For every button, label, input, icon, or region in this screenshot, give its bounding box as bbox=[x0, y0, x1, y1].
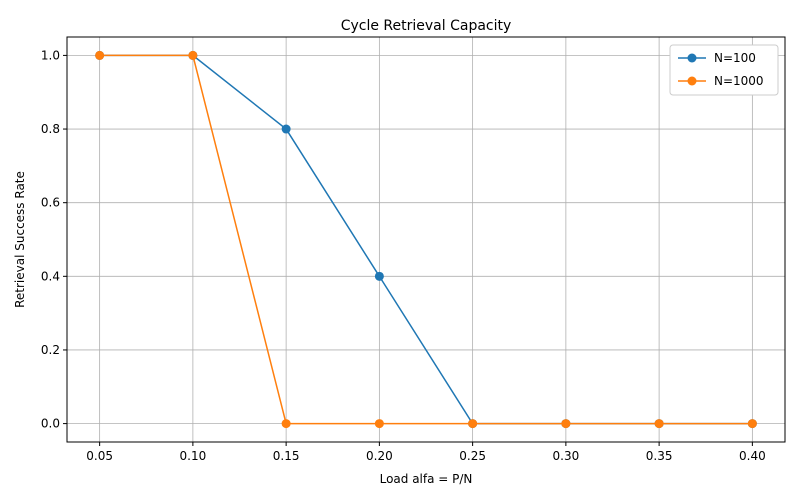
series-n-1000 bbox=[95, 50, 757, 429]
ticks: 0.05 0.10 0.15 0.20 0.25 0.30 0.35 0.40 0.0 0.2 0.… bbox=[41, 48, 766, 463]
y-axis-label: Retrieval Success Rate bbox=[13, 171, 27, 308]
series-line bbox=[99, 54, 753, 425]
data-point bbox=[374, 419, 384, 429]
x-tick-label: 0.10 bbox=[180, 449, 207, 463]
series-group bbox=[95, 50, 757, 429]
legend-label: N=1000 bbox=[714, 74, 764, 88]
legend-item: N=1000 bbox=[678, 74, 764, 88]
x-tick-label: 0.30 bbox=[553, 449, 580, 463]
y-tick-label: 0.2 bbox=[41, 343, 60, 357]
data-point bbox=[561, 419, 571, 429]
legend-label: N=100 bbox=[714, 51, 756, 65]
x-tick-label: 0.35 bbox=[646, 449, 673, 463]
legend-swatch-marker bbox=[687, 53, 697, 63]
x-tick-label: 0.15 bbox=[273, 449, 300, 463]
x-tick-label: 0.40 bbox=[739, 449, 766, 463]
data-point bbox=[654, 419, 664, 429]
y-tick-label: 0.0 bbox=[41, 417, 60, 431]
data-point bbox=[281, 419, 291, 429]
data-point bbox=[747, 419, 757, 429]
x-tick-label: 0.25 bbox=[459, 449, 486, 463]
data-point bbox=[281, 124, 291, 134]
plot-frame bbox=[66, 36, 786, 443]
data-point bbox=[468, 419, 478, 429]
x-tick-label: 0.05 bbox=[86, 449, 113, 463]
legend-item: N=100 bbox=[678, 51, 756, 65]
y-tick-label: 1.0 bbox=[41, 48, 60, 62]
y-tick-label: 0.6 bbox=[41, 196, 60, 210]
chart-title: Cycle Retrieval Capacity bbox=[341, 18, 512, 34]
data-point bbox=[374, 271, 384, 281]
y-tick-label: 0.8 bbox=[41, 122, 60, 136]
data-point bbox=[95, 50, 105, 60]
x-tick-label: 0.20 bbox=[366, 449, 393, 463]
y-tick-label: 0.4 bbox=[41, 269, 60, 283]
plot-area bbox=[67, 37, 785, 442]
x-axis-label: Load alfa = P/N bbox=[380, 472, 473, 486]
legend-swatch-marker bbox=[687, 76, 697, 86]
data-point bbox=[188, 50, 198, 60]
legend: N=100 N=1000 bbox=[669, 44, 779, 96]
